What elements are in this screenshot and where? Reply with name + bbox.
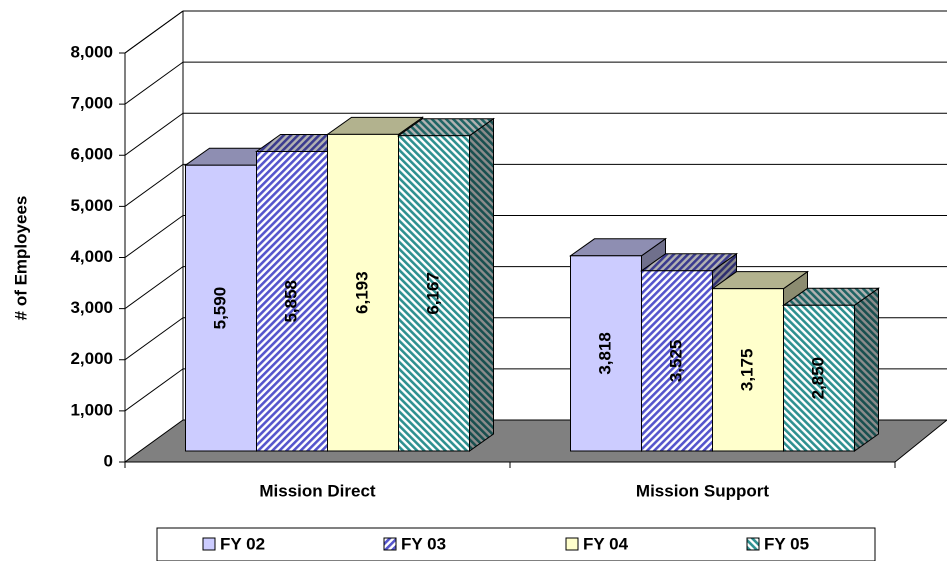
x-tick-label: Mission Direct bbox=[259, 481, 376, 500]
data-label: 5,858 bbox=[281, 280, 300, 323]
grid-line bbox=[124, 317, 184, 361]
bar bbox=[185, 164, 257, 452]
grid-line bbox=[124, 112, 184, 156]
legend-label: FY 02 bbox=[220, 534, 265, 553]
grid-line bbox=[124, 163, 184, 207]
bar bbox=[256, 151, 328, 452]
bar-side-shade bbox=[469, 118, 494, 451]
x-tick-label: Mission Support bbox=[636, 481, 770, 500]
legend-swatch bbox=[565, 537, 579, 551]
bar-top-shade bbox=[327, 117, 423, 135]
data-label: 2,850 bbox=[808, 357, 827, 400]
legend-label: FY 05 bbox=[764, 534, 809, 553]
grid-line bbox=[124, 368, 184, 412]
bar bbox=[783, 304, 855, 452]
bar-top-shade bbox=[712, 271, 808, 289]
data-label: 3,175 bbox=[737, 349, 756, 392]
bar bbox=[641, 270, 713, 452]
legend-label: FY 03 bbox=[401, 534, 446, 553]
bar-side-shade bbox=[854, 288, 879, 451]
y-tick-label: 5,000 bbox=[70, 196, 113, 215]
data-label: 3,818 bbox=[595, 332, 614, 375]
y-tick-label: 0 bbox=[104, 451, 113, 470]
grid-line bbox=[124, 10, 184, 54]
bar bbox=[712, 288, 784, 452]
data-label: 6,193 bbox=[352, 271, 371, 314]
bar-top-shade bbox=[570, 238, 666, 256]
data-label: 5,590 bbox=[210, 287, 229, 330]
y-tick-label: 1,000 bbox=[70, 400, 113, 419]
bar-top-shade bbox=[783, 288, 879, 306]
bar bbox=[398, 135, 470, 452]
y-tick-label: 7,000 bbox=[70, 94, 113, 113]
bar-top-shade bbox=[398, 118, 494, 136]
legend-swatch bbox=[383, 537, 397, 551]
legend-swatch bbox=[202, 537, 216, 551]
bar bbox=[570, 255, 642, 452]
bar bbox=[327, 133, 399, 452]
grid-line bbox=[124, 215, 184, 258]
legend-swatch bbox=[746, 537, 760, 551]
y-tick-label: 6,000 bbox=[70, 145, 113, 164]
y-axis-label: # of Employees bbox=[11, 196, 30, 321]
legend-label: FY 04 bbox=[583, 534, 629, 553]
grid-line bbox=[124, 61, 184, 105]
grid-line bbox=[124, 266, 184, 310]
y-tick-label: 4,000 bbox=[70, 247, 113, 266]
data-label: 6,167 bbox=[423, 272, 442, 315]
y-tick-label: 2,000 bbox=[70, 349, 113, 368]
bar-top-shade bbox=[641, 253, 737, 271]
y-tick-label: 3,000 bbox=[70, 298, 113, 317]
y-tick-label: 8,000 bbox=[70, 42, 113, 61]
data-label: 3,525 bbox=[666, 340, 685, 383]
